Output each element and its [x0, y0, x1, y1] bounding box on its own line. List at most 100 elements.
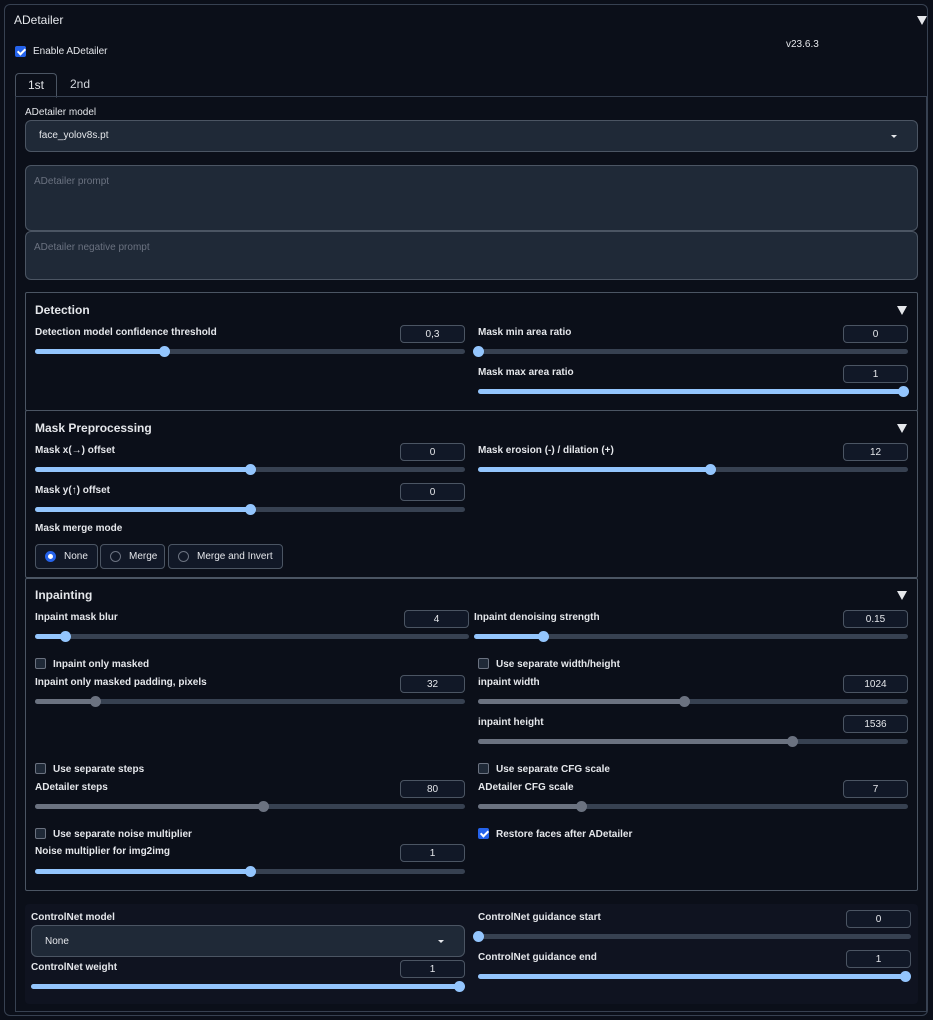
slider-thumb[interactable] — [60, 631, 72, 642]
slider-thumb[interactable] — [245, 464, 256, 475]
slider-thumb[interactable] — [679, 696, 691, 707]
mask-max-label: Mask max area ratio — [478, 367, 574, 378]
slider-thumb[interactable] — [473, 346, 484, 357]
slider-fill — [31, 984, 459, 989]
controlnet-model-dropdown[interactable]: None — [31, 925, 465, 957]
mask-max-slider[interactable] — [478, 386, 909, 397]
sep-noise-label: Use separate noise multiplier — [53, 829, 192, 840]
model-label: ADetailer model — [25, 107, 97, 118]
collapse-triangle-icon[interactable] — [897, 306, 907, 315]
mask-max-input[interactable]: 1 — [843, 365, 908, 383]
y-offset-input[interactable]: 0 — [400, 483, 465, 501]
slider-thumb[interactable] — [576, 801, 588, 812]
slider-thumb[interactable] — [159, 346, 170, 357]
denoise-input[interactable]: 0.15 — [843, 610, 908, 628]
sep-noise-checkbox[interactable] — [35, 828, 46, 839]
merge-mode-merge-and-invert[interactable]: Merge and Invert — [168, 544, 283, 569]
collapse-triangle-icon[interactable] — [897, 591, 907, 600]
x-offset-input[interactable]: 0 — [400, 443, 465, 461]
cfg-input[interactable]: 7 — [843, 780, 908, 798]
slider-fill — [35, 507, 250, 512]
mask-blur-slider[interactable] — [35, 631, 469, 642]
controlnet-weight-input[interactable]: 1 — [400, 960, 465, 978]
radio-label: Merge — [129, 551, 158, 562]
erosion-slider[interactable] — [478, 464, 908, 475]
slider-fill — [478, 974, 905, 979]
erosion-label: Mask erosion (-) / dilation (+) — [478, 445, 614, 456]
model-value: face_yolov8s.pt — [39, 130, 109, 141]
slider-thumb[interactable] — [245, 866, 256, 877]
radio-label: None — [64, 551, 88, 562]
only-masked-checkbox[interactable] — [35, 658, 46, 669]
noise-slider[interactable] — [35, 866, 465, 877]
restore-faces-label: Restore faces after ADetailer — [496, 829, 633, 840]
slider-thumb[interactable] — [257, 801, 269, 812]
erosion-input[interactable]: 12 — [843, 443, 908, 461]
radio-unselected-icon — [178, 551, 189, 562]
mask-preprocessing-section — [25, 410, 918, 578]
prompt-textarea[interactable]: ADetailer prompt — [25, 165, 918, 231]
mask-blur-input[interactable]: 4 — [404, 610, 469, 628]
confidence-input[interactable]: 0,3 — [400, 325, 465, 343]
slider-thumb[interactable] — [786, 736, 798, 747]
tab-1st[interactable]: 1st — [15, 73, 57, 98]
slider-thumb[interactable] — [245, 504, 256, 515]
mask-min-slider[interactable] — [473, 346, 908, 357]
controlnet-weight-slider[interactable] — [31, 981, 465, 992]
slider-fill — [478, 804, 582, 809]
padding-input[interactable]: 32 — [400, 675, 465, 693]
accordion-title[interactable]: ADetailer — [14, 13, 64, 27]
radio-label: Merge and Invert — [197, 551, 273, 562]
radio-unselected-icon — [110, 551, 121, 562]
guidance-end-label: ControlNet guidance end — [478, 952, 597, 963]
slider-thumb[interactable] — [898, 386, 909, 397]
guidance-start-slider[interactable] — [473, 931, 911, 942]
width-input[interactable]: 1024 — [843, 675, 908, 693]
slider-fill — [478, 739, 792, 744]
mask-preprocessing-title[interactable]: Mask Preprocessing — [35, 421, 152, 435]
merge-mode-none[interactable]: None — [35, 544, 98, 569]
steps-input[interactable]: 80 — [400, 780, 465, 798]
enable-adetailer-label: Enable ADetailer — [33, 46, 108, 57]
slider-thumb[interactable] — [454, 981, 465, 992]
denoise-slider[interactable] — [474, 631, 908, 642]
y-offset-label: Mask y(↑) offset — [35, 485, 111, 496]
guidance-start-input[interactable]: 0 — [846, 910, 911, 928]
slider-fill — [478, 467, 711, 472]
confidence-slider[interactable] — [35, 346, 465, 357]
padding-slider[interactable] — [35, 696, 465, 707]
slider-thumb[interactable] — [90, 696, 102, 707]
sep-steps-checkbox[interactable] — [35, 763, 46, 774]
inpainting-title[interactable]: Inpainting — [35, 588, 93, 602]
negative-prompt-textarea[interactable]: ADetailer negative prompt — [25, 231, 918, 280]
merge-mode-merge[interactable]: Merge — [100, 544, 165, 569]
restore-faces-checkbox[interactable] — [478, 828, 489, 839]
mask-blur-label: Inpaint mask blur — [35, 612, 118, 623]
slider-thumb[interactable] — [538, 631, 550, 642]
enable-adetailer-checkbox[interactable] — [15, 46, 26, 57]
collapse-triangle-icon[interactable] — [897, 424, 907, 433]
slider-thumb[interactable] — [900, 971, 911, 982]
slider-thumb[interactable] — [473, 931, 484, 942]
width-slider[interactable] — [478, 696, 908, 707]
x-offset-slider[interactable] — [35, 464, 465, 475]
noise-input[interactable]: 1 — [400, 844, 465, 862]
slider-thumb[interactable] — [705, 464, 717, 475]
height-input[interactable]: 1536 — [843, 715, 908, 733]
guidance-end-input[interactable]: 1 — [846, 950, 911, 968]
collapse-triangle-icon[interactable] — [917, 16, 927, 25]
height-label: inpaint height — [478, 717, 544, 728]
detection-title[interactable]: Detection — [35, 303, 90, 317]
guidance-end-slider[interactable] — [478, 971, 911, 982]
tab-2nd[interactable]: 2nd — [69, 77, 91, 91]
slider-fill — [35, 467, 250, 472]
slider-fill — [35, 349, 164, 354]
sep-wh-checkbox[interactable] — [478, 658, 489, 669]
height-slider[interactable] — [478, 736, 908, 747]
steps-slider[interactable] — [35, 801, 465, 812]
y-offset-slider[interactable] — [35, 504, 465, 515]
model-dropdown[interactable]: face_yolov8s.pt — [25, 120, 918, 152]
sep-cfg-checkbox[interactable] — [478, 763, 489, 774]
mask-min-input[interactable]: 0 — [843, 325, 908, 343]
cfg-slider[interactable] — [478, 801, 908, 812]
